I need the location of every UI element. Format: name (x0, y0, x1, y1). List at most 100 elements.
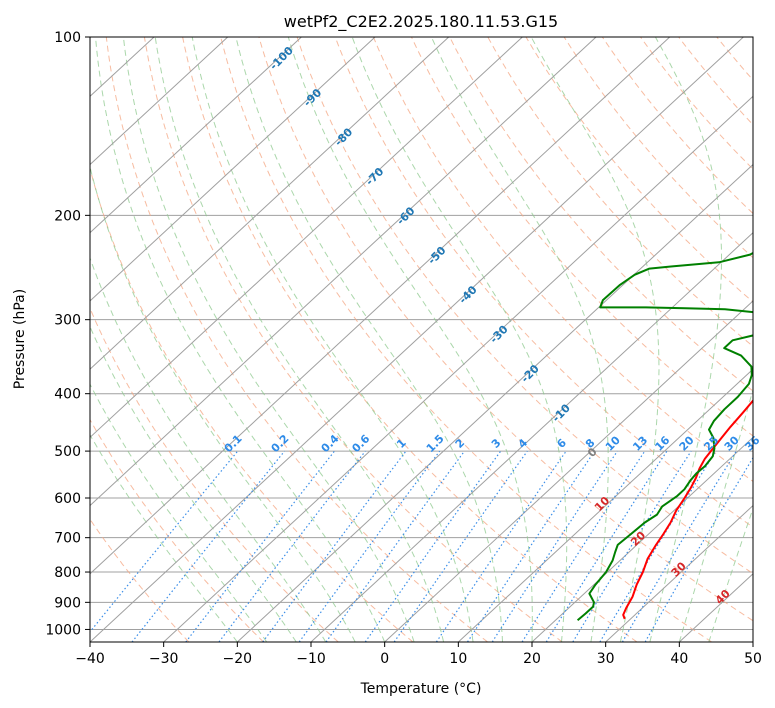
isotherm-line (90, 37, 376, 302)
moist-adiabat-line (649, 37, 722, 642)
mixing-ratio-line (466, 450, 596, 642)
isotherm-label: -30 (487, 322, 510, 345)
isotherm-label: -50 (425, 244, 448, 267)
dry-adiabat-line (372, 37, 753, 482)
x-tick-label: 10 (449, 651, 467, 667)
dry-adiabat-line (105, 37, 488, 642)
moist-adiabat-line (235, 37, 503, 642)
isotherm-line (90, 37, 597, 507)
dry-adiabat-line (525, 37, 753, 303)
isotherm-line (531, 436, 753, 642)
dry-adiabat-line (90, 166, 414, 642)
moist-adiabat-line (90, 433, 238, 642)
mixing-ratio-label: 2 (453, 436, 468, 451)
moist-adiabat-line (430, 37, 609, 642)
dry-adiabat-line (334, 37, 753, 528)
y-tick-label: 400 (54, 387, 81, 403)
mixing-ratio-label: 4 (516, 436, 531, 451)
y-tick-label: 700 (54, 531, 81, 547)
dry-adiabat-line (563, 37, 753, 259)
isotherm-line (90, 37, 523, 439)
mixing-ratio-label: 1 (394, 436, 409, 451)
dry-adiabat-line (296, 37, 753, 575)
mixing-ratio-label: 8 (583, 436, 598, 451)
x-tick-label: 40 (670, 651, 688, 667)
background-lines (90, 37, 753, 642)
mixing-ratio-line (435, 450, 567, 642)
x-tick-label: 0 (380, 651, 389, 667)
mixing-ratio-line (325, 450, 465, 642)
moist-adiabat-line (287, 37, 533, 642)
mixing-ratio-label: 6 (554, 436, 569, 451)
isotherm-line (310, 232, 753, 642)
mixing-ratio-label: 16 (652, 433, 672, 453)
y-tick-label: 300 (54, 313, 81, 329)
y-tick-label: 200 (54, 208, 81, 224)
moist-adiabat-line (351, 37, 568, 642)
adiabat-label: 40 (713, 587, 733, 607)
isotherm-label: -60 (394, 204, 417, 227)
chart-title: wetPf2_C2E2.2025.180.11.53.G15 (284, 12, 558, 32)
mixing-ratio-line (521, 450, 646, 642)
y-tick-label: 600 (54, 491, 81, 507)
isotherm-line (90, 37, 744, 642)
dry-adiabat-line (90, 307, 339, 642)
moist-adiabat-line (90, 164, 356, 642)
mixing-ratio-line (572, 450, 692, 642)
mixing-ratio-line (298, 450, 441, 642)
y-tick-label: 900 (54, 595, 81, 611)
isotherm-line (605, 504, 753, 642)
mixing-ratio-line (218, 450, 366, 642)
mixing-ratio-line (364, 450, 502, 642)
x-tick-label: 20 (523, 651, 541, 667)
isotherm-line (90, 37, 671, 575)
mixing-ratio-line (599, 450, 717, 642)
isotherm-line (752, 641, 753, 642)
dry-adiabat-line (220, 37, 712, 642)
mixing-ratio-label: 0.4 (319, 432, 342, 455)
mixing-ratio-label: 3 (489, 436, 504, 451)
dry-adiabat-line (677, 37, 753, 126)
x-tick-label: −40 (75, 651, 105, 667)
isotherm-line (384, 300, 753, 642)
moist-adiabat-line (122, 37, 415, 642)
isotherm-label: -70 (363, 165, 386, 188)
isotherm-label: -10 (550, 401, 573, 424)
dry-adiabat-line (716, 37, 753, 81)
y-axis-title: Pressure (hPa) (12, 289, 28, 389)
moist-adiabat-line (95, 37, 386, 642)
dry-adiabat-line (449, 37, 753, 392)
dry-adiabat-line (90, 418, 264, 642)
y-tick-label: 800 (54, 565, 81, 581)
adiabat-label: 30 (669, 559, 689, 579)
dewpoint-line (576, 251, 753, 622)
dry-adiabat-line (258, 37, 753, 622)
plot-frame (89, 36, 754, 643)
dry-adiabat-line (182, 37, 638, 642)
x-tick-label: −20 (223, 651, 253, 667)
mixing-ratio-line (131, 450, 286, 642)
mixing-ratio-label: 0.2 (269, 432, 292, 455)
x-tick-label: −10 (296, 651, 326, 667)
moist-adiabat-line (678, 387, 753, 642)
moist-adiabat-line (90, 383, 268, 642)
isotherm-line (90, 37, 229, 166)
x-tick-label: 50 (744, 651, 762, 667)
y-tick-label: 1000 (45, 622, 81, 638)
dry-adiabat-line (90, 518, 190, 642)
moist-adiabat-line (530, 37, 660, 642)
isotherm-line (163, 95, 753, 642)
sounding-lines (576, 251, 753, 622)
axes: −40 −30 −20 −10 0 10 20 30 40 50 1000 900 800 700 600 5… (45, 30, 762, 667)
moist-adiabat-line (90, 325, 297, 642)
mixing-ratio-line (185, 450, 335, 642)
mixing-ratio-line (262, 450, 407, 642)
isotherm-label: -20 (519, 362, 542, 385)
mixing-ratio-line (90, 450, 239, 633)
isotherm-line (90, 37, 450, 370)
isotherm-line (90, 37, 302, 234)
dry-adiabat-line (487, 37, 753, 348)
isotherm-line (678, 573, 753, 642)
mixing-ratio-line (393, 450, 528, 642)
